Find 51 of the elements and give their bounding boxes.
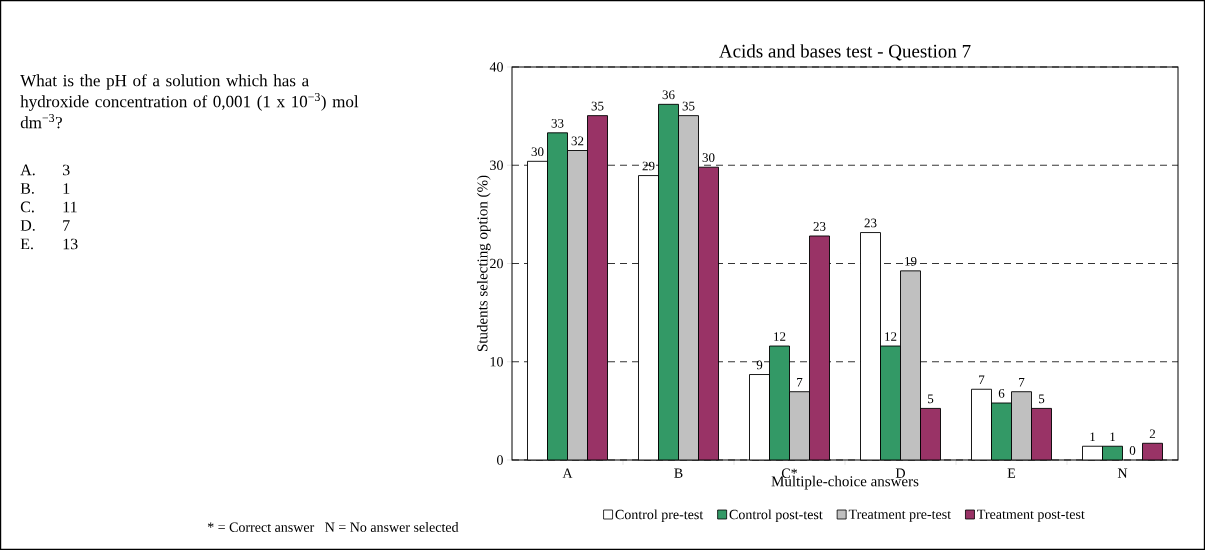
data-label: 12 <box>885 332 897 341</box>
data-label: 7 <box>979 375 985 385</box>
text: 7 <box>63 220 70 231</box>
text: * = Correct answer N = No answer selected <box>207 522 459 532</box>
y-tick-label: 30 <box>490 160 503 170</box>
y-tick-label: 10 <box>490 357 503 367</box>
text: A. <box>20 164 35 176</box>
data-label: 19 <box>905 256 917 266</box>
data-label: 35 <box>591 101 604 111</box>
data-label: 2 <box>1149 429 1156 439</box>
y-tick-label: 0 <box>497 455 503 465</box>
data-label: 7 <box>797 378 803 387</box>
text: C. <box>20 201 34 213</box>
text: E. <box>20 238 33 250</box>
data-label: 35 <box>682 101 695 111</box>
legend-label: Treatment post-test <box>977 509 1085 522</box>
data-label: 5 <box>928 394 934 404</box>
y-tick-label: 20 <box>490 258 503 269</box>
legend-label: Control post-test <box>729 509 823 523</box>
data-label: 30 <box>702 153 715 163</box>
data-label: 36 <box>662 90 675 100</box>
data-label: 5 <box>1039 394 1045 404</box>
text: B. <box>20 183 34 194</box>
data-label: 6 <box>998 389 1005 398</box>
text: 13 <box>63 238 78 250</box>
x-tick-label: E <box>1007 468 1016 478</box>
text: D. <box>20 220 35 231</box>
data-label: 30 <box>531 147 544 157</box>
legend-label: Treatment pre-test <box>848 509 951 522</box>
y-axis-title: Students selecting option (%) <box>476 175 491 352</box>
data-label: 23 <box>813 222 826 231</box>
text: 3 <box>62 164 70 176</box>
data-label: 33 <box>551 118 564 128</box>
x-tick-label: A <box>562 468 573 478</box>
data-label: 23 <box>864 218 877 228</box>
chart-title: Acids and bases test - Question 7 <box>719 44 971 61</box>
x-tick-label: N <box>1117 468 1128 478</box>
data-label: 1 <box>1090 432 1095 442</box>
x-tick-label: B <box>674 468 683 478</box>
text: 11 <box>63 201 77 213</box>
legend-label: Control pre-test <box>615 509 704 523</box>
data-label: 0 <box>1129 446 1136 455</box>
data-label: 9 <box>756 360 763 370</box>
y-tick-label: 40 <box>489 62 503 72</box>
data-label: 12 <box>774 332 786 341</box>
text: What is the pH of a solution which has a hydroxide concentration of 0,001 (1 x 10$^{−3}$) mol dm$^{−3}$? <box>20 74 359 129</box>
data-label: 1 <box>1110 432 1115 442</box>
data-label: 32 <box>571 136 584 146</box>
data-label: 29 <box>642 161 655 171</box>
text: 1 <box>63 183 70 194</box>
data-label: 7 <box>1019 378 1025 387</box>
